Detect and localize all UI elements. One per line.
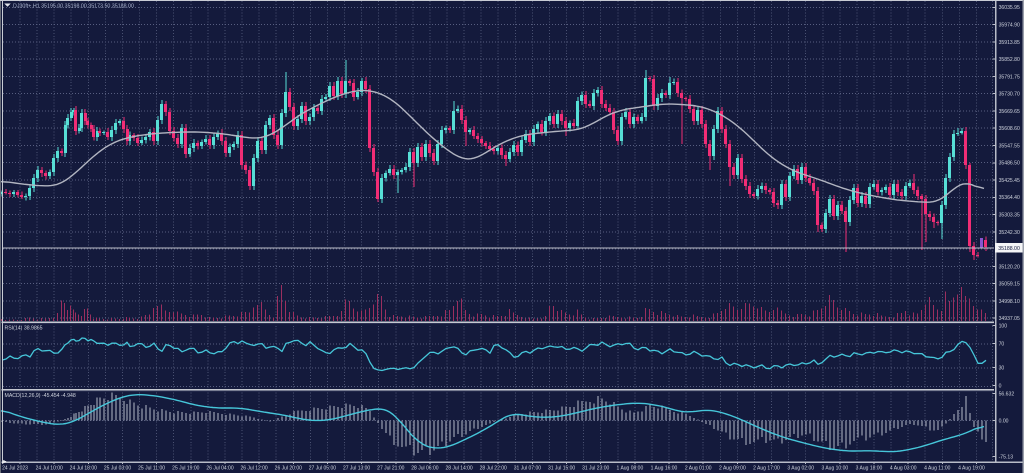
svg-text:35120.20: 35120.20 xyxy=(999,264,1020,270)
svg-text:100: 100 xyxy=(999,323,1008,329)
svg-text:DJ30ft+,H1 35195.00 35198.00: DJ30ft+,H1 35195.00 35198.00 35173.50 35… xyxy=(13,4,134,10)
svg-text:27 Jul 21:00: 27 Jul 21:00 xyxy=(377,465,404,471)
svg-text:2 Aug 09:00: 2 Aug 09:00 xyxy=(719,465,746,471)
svg-text:RSI(14) 38.9865: RSI(14) 38.9865 xyxy=(5,326,43,332)
svg-text:31 Jul 07:00: 31 Jul 07:00 xyxy=(514,465,541,471)
svg-text:28 Jul 14:00: 28 Jul 14:00 xyxy=(445,465,472,471)
svg-text:35303.35: 35303.35 xyxy=(999,213,1020,219)
svg-text:35852.80: 35852.80 xyxy=(999,57,1020,63)
svg-text:26 Jul 12:00: 26 Jul 12:00 xyxy=(240,465,267,471)
svg-text:35669.65: 35669.65 xyxy=(999,109,1020,115)
svg-text:3 Aug 10:00: 3 Aug 10:00 xyxy=(821,465,848,471)
svg-text:27 Jul 05:00: 27 Jul 05:00 xyxy=(309,465,336,471)
svg-text:31 Jul 15:00: 31 Jul 15:00 xyxy=(548,465,575,471)
svg-text:35730.70: 35730.70 xyxy=(999,92,1020,98)
svg-text:31 Jul 23:00: 31 Jul 23:00 xyxy=(582,465,609,471)
svg-text:28 Jul 06:00: 28 Jul 06:00 xyxy=(411,465,438,471)
svg-text:35425.45: 35425.45 xyxy=(999,178,1020,184)
svg-text:35242.30: 35242.30 xyxy=(999,230,1020,236)
svg-text:25 Jul 19:00: 25 Jul 19:00 xyxy=(172,465,199,471)
svg-text:1 Aug 08:00: 1 Aug 08:00 xyxy=(617,465,644,471)
svg-text:25 Jul 11:00: 25 Jul 11:00 xyxy=(138,465,165,471)
svg-text:3 Aug 02:00: 3 Aug 02:00 xyxy=(787,465,814,471)
svg-text:35913.85: 35913.85 xyxy=(999,40,1020,46)
svg-text:26 Jul 04:00: 26 Jul 04:00 xyxy=(206,465,233,471)
svg-text:25 Jul 03:00: 25 Jul 03:00 xyxy=(104,465,131,471)
svg-text:56.632: 56.632 xyxy=(999,392,1015,398)
svg-text:2 Aug 01:00: 2 Aug 01:00 xyxy=(685,465,712,471)
svg-text:0: 0 xyxy=(999,383,1002,389)
svg-text:0.00: 0.00 xyxy=(999,418,1009,424)
svg-text:70: 70 xyxy=(999,341,1005,347)
svg-text:4 Aug 11:00: 4 Aug 11:00 xyxy=(924,465,951,471)
svg-text:35364.40: 35364.40 xyxy=(999,195,1020,201)
svg-text:24 Jul 10:00: 24 Jul 10:00 xyxy=(36,465,63,471)
svg-text:35188.00: 35188.00 xyxy=(998,246,1020,252)
svg-text:4 Aug 19:00: 4 Aug 19:00 xyxy=(958,465,985,471)
svg-text:30: 30 xyxy=(999,365,1005,371)
svg-text:MACD(12,26,9) -45.454 -4.948: MACD(12,26,9) -45.454 -4.948 xyxy=(5,393,76,399)
svg-text:35974.90: 35974.90 xyxy=(999,23,1020,29)
svg-text:34937.05: 34937.05 xyxy=(999,316,1020,322)
svg-text:36035.95: 36035.95 xyxy=(999,5,1020,11)
svg-text:4 Aug 03:00: 4 Aug 03:00 xyxy=(890,465,917,471)
svg-text:28 Jul 22:00: 28 Jul 22:00 xyxy=(480,465,507,471)
svg-text:35059.15: 35059.15 xyxy=(999,282,1020,288)
svg-text:34998.10: 34998.10 xyxy=(999,299,1020,305)
svg-text:35608.60: 35608.60 xyxy=(999,126,1020,132)
svg-text:35791.75: 35791.75 xyxy=(999,74,1020,80)
svg-text:26 Jul 20:00: 26 Jul 20:00 xyxy=(275,465,302,471)
svg-text:-75.13: -75.13 xyxy=(999,455,1014,461)
svg-text:3 Aug 18:00: 3 Aug 18:00 xyxy=(856,465,883,471)
svg-text:35547.55: 35547.55 xyxy=(999,143,1020,149)
svg-text:35486.50: 35486.50 xyxy=(999,161,1020,167)
svg-text:24 Jul 18:00: 24 Jul 18:00 xyxy=(70,465,97,471)
svg-text:27 Jul 13:00: 27 Jul 13:00 xyxy=(343,465,370,471)
svg-text:1 Aug 16:00: 1 Aug 16:00 xyxy=(651,465,678,471)
svg-text:24 Jul 2023: 24 Jul 2023 xyxy=(2,465,28,471)
svg-text:2 Aug 17:00: 2 Aug 17:00 xyxy=(753,465,780,471)
